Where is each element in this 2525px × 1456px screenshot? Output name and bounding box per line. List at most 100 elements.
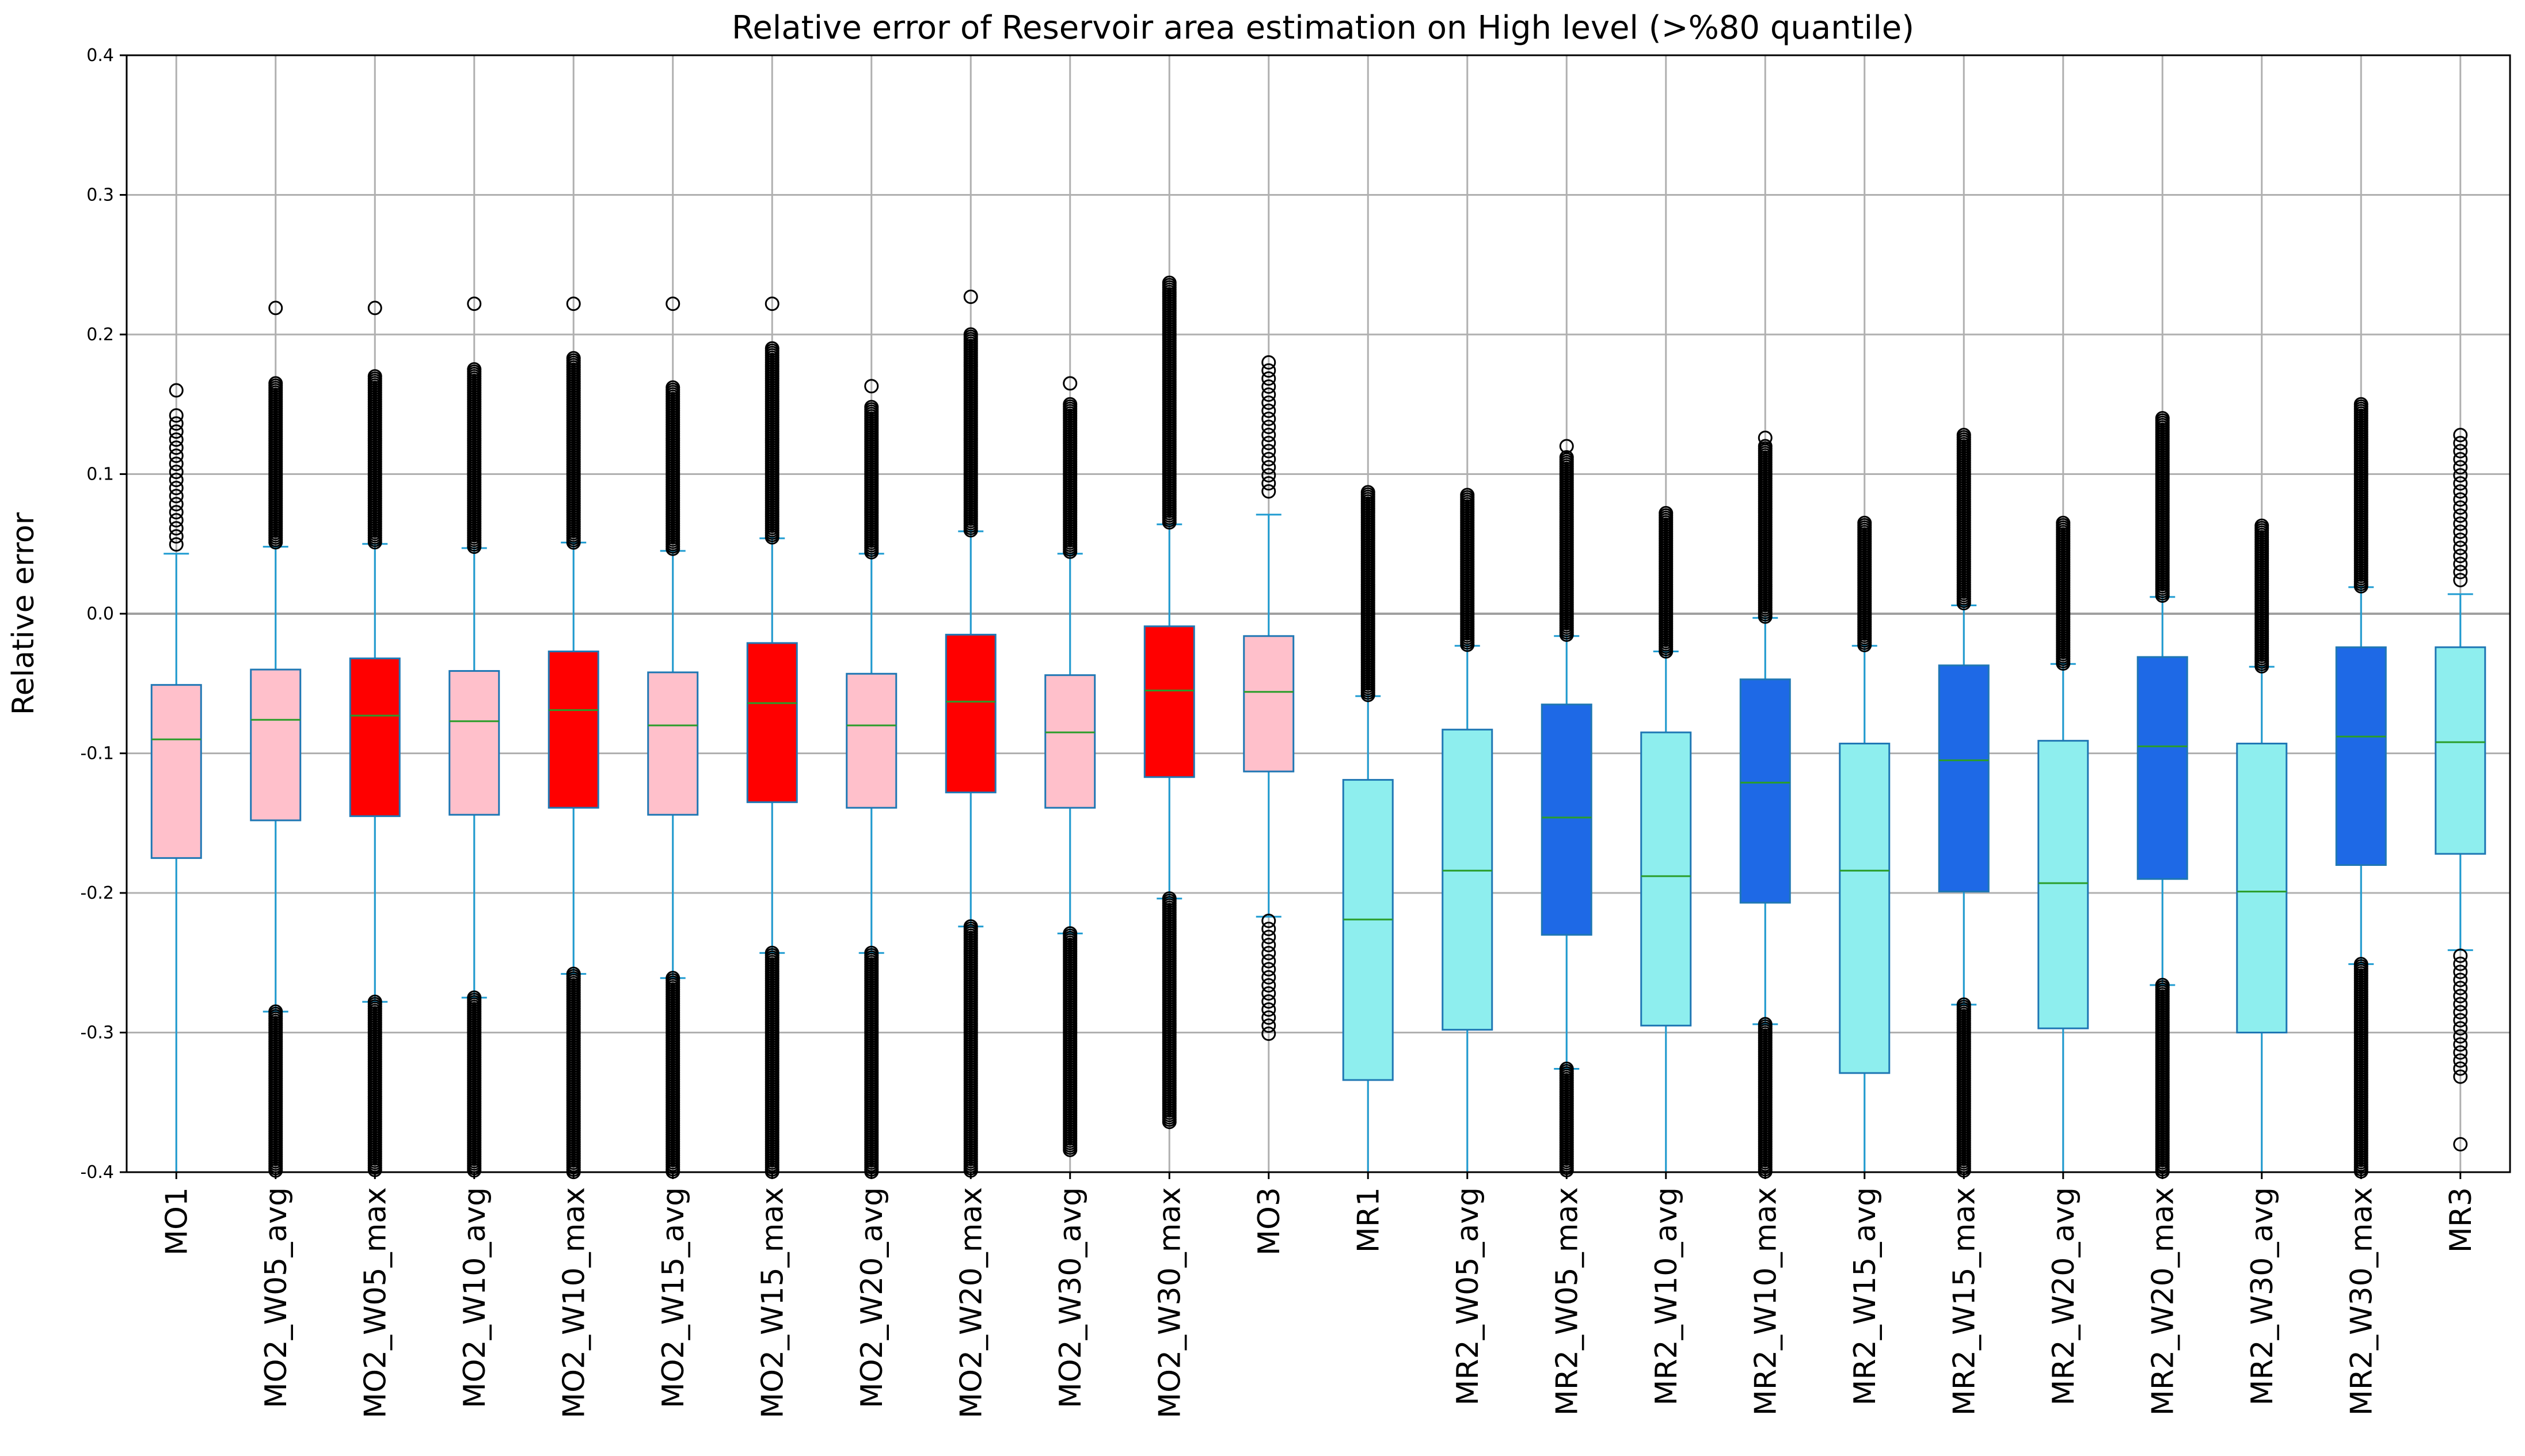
outlier-marker	[2353, 579, 2368, 594]
iqr-box	[448, 670, 500, 816]
outlier-marker	[1261, 970, 1276, 984]
outlier-marker	[169, 440, 184, 455]
outlier-marker	[268, 1163, 283, 1178]
y-tick-label: -0.1	[80, 744, 114, 764]
outlier-marker	[1261, 1010, 1276, 1025]
outlier-marker	[963, 523, 978, 538]
outlier-marker	[2453, 980, 2468, 995]
box-MO2_W30_avg	[1044, 376, 1096, 1157]
outlier-marker	[2453, 1045, 2468, 1060]
outlier-marker	[566, 296, 581, 311]
outlier-marker	[2453, 1137, 2468, 1151]
iqr-box	[2136, 656, 2188, 880]
iqr-box	[1143, 625, 1195, 778]
outlier-marker	[467, 539, 482, 554]
box-MR2_W15_max	[1938, 428, 1990, 1178]
outlier-marker	[1261, 363, 1276, 378]
outlier-marker	[169, 481, 184, 496]
outlier-marker	[1261, 914, 1276, 928]
outlier-marker	[1460, 637, 1475, 652]
iqr-box	[1442, 728, 1493, 1031]
outlier-marker	[1261, 460, 1276, 474]
outlier-marker	[2453, 956, 2468, 971]
chart-title: Relative error of Reservoir area estimat…	[732, 9, 1914, 47]
outlier-marker	[2453, 1021, 2468, 1036]
y-axis-label: Relative error	[6, 512, 41, 715]
box-MR3	[2435, 428, 2486, 1151]
outlier-marker	[268, 301, 283, 315]
outlier-marker	[2453, 1029, 2468, 1044]
iqr-box	[547, 650, 599, 809]
iqr-box	[647, 671, 699, 816]
outlier-marker	[963, 290, 978, 305]
box-MO2_W20_max	[945, 290, 997, 1178]
y-tick-label: 0.1	[86, 465, 114, 485]
outlier-marker	[2453, 557, 2468, 572]
y-tick-label: 0.2	[86, 325, 114, 345]
iqr-box	[1342, 779, 1394, 1081]
outlier-marker	[467, 296, 482, 311]
outlier-marker	[2453, 476, 2468, 491]
iqr-box	[945, 633, 997, 793]
outlier-marker	[1261, 922, 1276, 936]
box-MR2_W05_max	[1541, 439, 1592, 1178]
outlier-marker	[2453, 1061, 2468, 1076]
outlier-marker	[169, 473, 184, 488]
x-tick-label: MR3	[2444, 1187, 2478, 1253]
x-tick-label: MO2_W15_avg	[656, 1187, 691, 1408]
outlier-marker	[1261, 404, 1276, 418]
x-tick-label: MO2_W30_avg	[1054, 1187, 1088, 1408]
outlier-marker	[666, 296, 680, 311]
iqr-box	[1640, 731, 1692, 1027]
box-MO3	[1243, 355, 1295, 1041]
outlier-marker	[367, 301, 382, 315]
outlier-marker	[1659, 644, 1674, 659]
outlier-marker	[1261, 452, 1276, 466]
outlier-marker	[169, 537, 184, 552]
outlier-marker	[864, 545, 879, 560]
y-tick-label: -0.4	[80, 1162, 114, 1183]
iqr-box	[2435, 646, 2486, 855]
outlier-marker	[1857, 637, 1872, 652]
x-tick-label: MO2_W15_max	[755, 1187, 790, 1419]
outlier-marker	[268, 535, 283, 550]
x-tick-label: MO2_W05_avg	[259, 1187, 294, 1408]
outlier-marker	[367, 535, 382, 550]
outlier-marker	[1261, 436, 1276, 450]
box-MR2_W10_max	[1739, 430, 1791, 1179]
box-MR2_W05_avg	[1442, 488, 1493, 1172]
iqr-box	[1044, 674, 1096, 809]
outlier-marker	[169, 408, 184, 423]
x-tick-label: MR2_W20_avg	[2047, 1187, 2081, 1405]
outlier-marker	[1261, 476, 1276, 491]
box-MR2_W20_avg	[2037, 515, 2089, 1172]
outlier-marker	[169, 465, 184, 480]
box-MR1	[1342, 485, 1394, 1172]
outlier-marker	[1063, 544, 1078, 559]
outlier-marker	[2453, 989, 2468, 1003]
x-tick-label: MR2_W10_avg	[1649, 1187, 1684, 1405]
outlier-marker	[2453, 1037, 2468, 1052]
outlier-marker	[2453, 500, 2468, 515]
outlier-marker	[1559, 439, 1574, 454]
x-tick-label: MO2_W20_avg	[855, 1187, 889, 1408]
outlier-marker	[1956, 596, 1971, 611]
iqr-box	[1839, 743, 1891, 1074]
y-tick-label: -0.2	[80, 883, 114, 903]
x-tick-label: MO3	[1252, 1187, 1287, 1256]
x-tick-label: MO1	[159, 1187, 194, 1256]
outlier-marker	[1063, 376, 1078, 391]
outlier-marker	[2453, 1069, 2468, 1084]
y-tick-label: 0.3	[86, 185, 114, 206]
outlier-marker	[1261, 420, 1276, 434]
outlier-marker	[169, 489, 184, 504]
iqr-box	[349, 657, 401, 818]
outlier-marker	[1261, 387, 1276, 402]
box-MR2_W30_max	[2335, 397, 2387, 1179]
box-MO1	[150, 383, 202, 1172]
outlier-marker	[2453, 436, 2468, 451]
outlier-marker	[1360, 687, 1375, 702]
x-tick-label: MO2_W10_max	[557, 1187, 591, 1419]
grid-lines	[127, 54, 2510, 1173]
y-tick-label: -0.3	[80, 1023, 114, 1043]
